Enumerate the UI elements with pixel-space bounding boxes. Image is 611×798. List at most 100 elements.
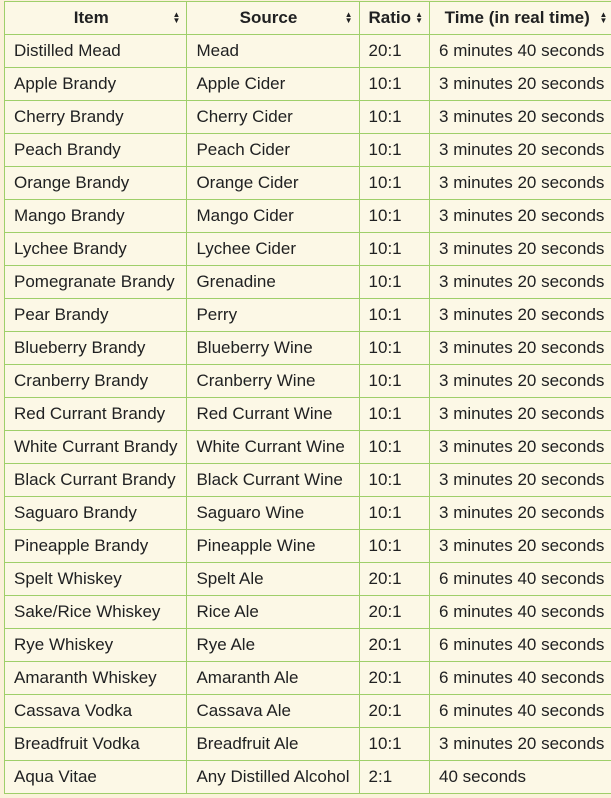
table-cell: Cassava Vodka [3, 694, 188, 728]
header-label: Source [239, 8, 298, 27]
table-cell: Mead [186, 34, 360, 68]
table-cell: 3 minutes 20 seconds [429, 397, 611, 431]
table-cell: 6 minutes 40 seconds [429, 562, 611, 596]
table-cell: 10:1 [358, 727, 431, 761]
table-cell: Rice Ale [186, 595, 360, 629]
table-row: Blueberry Brandy Blueberry Wine 10:1 3 minu… [3, 331, 611, 365]
column-header-3[interactable]: Time (in real time) ▲ ▼ [429, 1, 611, 35]
table-cell: 3 minutes 20 seconds [429, 67, 611, 101]
table-cell: 10:1 [358, 199, 431, 233]
table-cell: 10:1 [358, 463, 431, 497]
table-cell: 6 minutes 40 seconds [429, 661, 611, 695]
table-cell: Lychee Brandy [3, 232, 188, 266]
sort-icon[interactable]: ▲ ▼ [172, 10, 181, 25]
table-row: Aqua Vitae Any Distilled Alcohol 2:1 40 sec… [3, 760, 611, 794]
table-cell: Breadfruit Ale [186, 727, 360, 761]
table-row: Saguaro Brandy Saguaro Wine 10:1 3 minutes … [3, 496, 611, 530]
table-cell: Peach Cider [186, 133, 360, 167]
table-cell: 3 minutes 20 seconds [429, 364, 611, 398]
table-row: Distilled Mead Mead 20:1 6 minutes 40 secon… [3, 34, 611, 68]
column-header-0[interactable]: Item ▲ ▼ [3, 1, 188, 35]
table-cell: Sake/Rice Whiskey [3, 595, 188, 629]
table-cell: Red Currant Brandy [3, 397, 188, 431]
header-label: Time (in real time) [444, 8, 590, 27]
table-row: White Currant Brandy White Currant Wine 10… [3, 430, 611, 464]
table-cell: Spelt Whiskey [3, 562, 188, 596]
table-cell: Any Distilled Alcohol [186, 760, 360, 794]
table-cell: 6 minutes 40 seconds [429, 34, 611, 68]
table-cell: Black Currant Wine [186, 463, 360, 497]
header-label: Item [73, 8, 109, 27]
table-cell: Amaranth Whiskey [3, 661, 188, 695]
table-cell: 10:1 [358, 397, 431, 431]
table-cell: 10:1 [358, 529, 431, 563]
table-row: Peach Brandy Peach Cider 10:1 3 minutes 20 … [3, 133, 611, 167]
table-cell: Distilled Mead [3, 34, 188, 68]
table-cell: 40 seconds [429, 760, 611, 794]
table-cell: 3 minutes 20 seconds [429, 232, 611, 266]
table-cell: Amaranth Ale [186, 661, 360, 695]
table-cell: White Currant Brandy [3, 430, 188, 464]
table-row: Cranberry Brandy Cranberry Wine 10:1 3 minu… [3, 364, 611, 398]
table-row: Red Currant Brandy Red Currant Wine 10:1 3 … [3, 397, 611, 431]
column-header-2[interactable]: Ratio ▲ ▼ [358, 1, 431, 35]
table-row: Amaranth Whiskey Amaranth Ale 20:1 6 minute… [3, 661, 611, 695]
table-cell: 3 minutes 20 seconds [429, 727, 611, 761]
table-cell: Orange Brandy [3, 166, 188, 200]
table-cell: 3 minutes 20 seconds [429, 166, 611, 200]
table-row: Spelt Whiskey Spelt Ale 20:1 6 minutes 40 s… [3, 562, 611, 596]
table-row: Sake/Rice Whiskey Rice Ale 20:1 6 minutes 4… [3, 595, 611, 629]
table-row: Pineapple Brandy Pineapple Wine 10:1 3 minu… [3, 529, 611, 563]
table-cell: Cassava Ale [186, 694, 360, 728]
table-cell: Peach Brandy [3, 133, 188, 167]
table-cell: Cranberry Brandy [3, 364, 188, 398]
table-row: Mango Brandy Mango Cider 10:1 3 minutes 20 … [3, 199, 611, 233]
table-cell: 3 minutes 20 seconds [429, 496, 611, 530]
table-cell: Breadfruit Vodka [3, 727, 188, 761]
table-cell: 10:1 [358, 298, 431, 332]
table-cell: 20:1 [358, 562, 431, 596]
table-cell: 10:1 [358, 100, 431, 134]
table-cell: Blueberry Wine [186, 331, 360, 365]
table-cell: Pomegranate Brandy [3, 265, 188, 299]
table-cell: 3 minutes 20 seconds [429, 430, 611, 464]
table-cell: Aqua Vitae [3, 760, 188, 794]
table-cell: Pineapple Brandy [3, 529, 188, 563]
table-cell: Pear Brandy [3, 298, 188, 332]
table-cell: 20:1 [358, 595, 431, 629]
sort-icon[interactable]: ▲ ▼ [415, 10, 424, 25]
table-row: Pomegranate Brandy Grenadine 10:1 3 minutes… [3, 265, 611, 299]
table-cell: 10:1 [358, 67, 431, 101]
table-cell: White Currant Wine [186, 430, 360, 464]
table-cell: Cherry Cider [186, 100, 360, 134]
table-row: Orange Brandy Orange Cider 10:1 3 minutes 2… [3, 166, 611, 200]
table-row: Cherry Brandy Cherry Cider 10:1 3 minutes 2… [3, 100, 611, 134]
table-row: Black Currant Brandy Black Currant Wine 10… [3, 463, 611, 497]
table-cell: 20:1 [358, 34, 431, 68]
table-cell: 10:1 [358, 265, 431, 299]
table-cell: Spelt Ale [186, 562, 360, 596]
table-cell: 3 minutes 20 seconds [429, 529, 611, 563]
table-cell: 3 minutes 20 seconds [429, 298, 611, 332]
table-cell: 3 minutes 20 seconds [429, 331, 611, 365]
table-cell: 3 minutes 20 seconds [429, 463, 611, 497]
table-cell: 20:1 [358, 628, 431, 662]
table-cell: Cherry Brandy [3, 100, 188, 134]
table-cell: 6 minutes 40 seconds [429, 595, 611, 629]
table-cell: Lychee Cider [186, 232, 360, 266]
table-cell: Saguaro Brandy [3, 496, 188, 530]
table-cell: 3 minutes 20 seconds [429, 100, 611, 134]
table-cell: 10:1 [358, 430, 431, 464]
table-cell: Apple Cider [186, 67, 360, 101]
table-cell: Black Currant Brandy [3, 463, 188, 497]
table-cell: Pineapple Wine [186, 529, 360, 563]
distillation-table: Item ▲ ▼ Source ▲ ▼ Ratio ▲ ▼ Time (in real time)… [3, 1, 611, 794]
table-cell: Mango Brandy [3, 199, 188, 233]
sort-icon[interactable]: ▲ ▼ [599, 10, 608, 25]
table-cell: 10:1 [358, 496, 431, 530]
table-cell: Grenadine [186, 265, 360, 299]
sort-icon[interactable]: ▲ ▼ [344, 10, 353, 25]
table-cell: Cranberry Wine [186, 364, 360, 398]
table-cell: Saguaro Wine [186, 496, 360, 530]
column-header-1[interactable]: Source ▲ ▼ [186, 1, 360, 35]
